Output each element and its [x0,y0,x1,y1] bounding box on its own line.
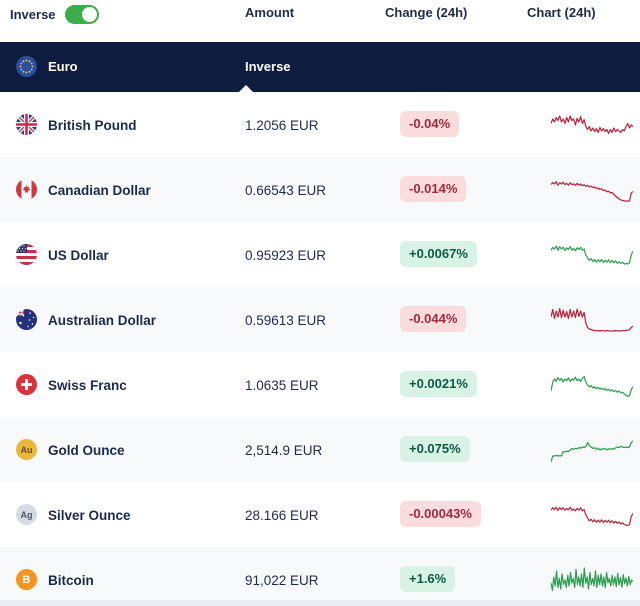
gold-coin-icon: Au [16,439,37,460]
column-header-change: Change (24h) [385,5,468,20]
base-currency-row[interactable]: Euro Inverse [0,42,640,92]
pointer-up-icon [239,85,253,92]
inverse-toggle[interactable] [64,4,99,24]
sparkline-chart [551,245,633,265]
column-header-amount: Amount [245,5,295,20]
chf-flag-icon [16,374,37,395]
change-badge: +1.6% [400,566,456,592]
sparkline-chart [551,181,633,202]
currency-name: Silver Ounce [48,508,131,523]
inverse-control: Inverse [10,3,99,25]
toggle-knob [81,6,97,22]
base-amount-column-label: Inverse [245,59,291,74]
sparkline-chart [551,308,633,332]
sparkline-chart [551,376,633,397]
aud-flag-icon [16,309,37,330]
change-badge: +0.075% [400,436,470,462]
currency-name: Canadian Dollar [48,183,151,198]
change-badge: -0.00043% [400,501,481,527]
row-swiss-franc[interactable]: Swiss Franc 1.0635 EUR +0.0021% [0,352,640,417]
currency-name: Swiss Franc [48,378,127,393]
base-currency-name: Euro [48,59,78,74]
next-row-edge [0,600,640,606]
table-controls-bar: Inverse Amount Change (24h) Chart (24h) [0,0,640,42]
currency-amount: 0.95923 EUR [245,248,327,263]
row-bitcoin[interactable]: B Bitcoin 91,022 EUR +1.6% [0,547,640,606]
row-british-pound[interactable]: British Pound 1.2056 EUR -0.04% [0,92,640,157]
change-badge: -0.014% [400,176,467,202]
row-gold-ounce[interactable]: Au Gold Ounce 2,514.9 EUR +0.075% [0,417,640,482]
change-badge: +0.0021% [400,371,477,397]
currency-amount: 0.66543 EUR [245,183,327,198]
sparkline-chart [551,115,633,134]
currency-name: British Pound [48,118,137,133]
change-badge: +0.0067% [400,241,477,267]
change-badge: -0.044% [400,306,467,332]
inverse-label: Inverse [10,6,56,22]
sparkline-chart [551,567,633,592]
currency-name: Bitcoin [48,573,94,588]
currency-amount: 28.166 EUR [245,508,319,523]
currency-amount: 1.0635 EUR [245,378,319,393]
currency-name: Australian Dollar [48,313,157,328]
sparkline-chart [551,440,633,463]
eu-flag-icon [16,56,37,77]
currency-amount: 0.59613 EUR [245,313,327,328]
gbp-flag-icon [16,114,37,135]
column-header-chart: Chart (24h) [527,5,596,20]
row-australian-dollar[interactable]: Australian Dollar 0.59613 EUR -0.044% [0,287,640,352]
currency-rows: British Pound 1.2056 EUR -0.04% Canadian… [0,92,640,606]
currency-amount: 91,022 EUR [245,573,319,588]
currency-amount: 1.2056 EUR [245,118,319,133]
bitcoin-coin-icon: B [16,569,37,590]
silver-coin-icon: Ag [16,504,37,525]
cad-flag-icon [16,179,37,200]
row-canadian-dollar[interactable]: Canadian Dollar 0.66543 EUR -0.014% [0,157,640,222]
currency-name: Gold Ounce [48,443,125,458]
row-silver-ounce[interactable]: Ag Silver Ounce 28.166 EUR -0.00043% [0,482,640,547]
change-badge: -0.04% [400,111,460,137]
currency-name: US Dollar [48,248,109,263]
usd-flag-icon [16,244,37,265]
row-us-dollar[interactable]: US Dollar 0.95923 EUR +0.0067% [0,222,640,287]
sparkline-chart [551,506,633,527]
currency-amount: 2,514.9 EUR [245,443,323,458]
